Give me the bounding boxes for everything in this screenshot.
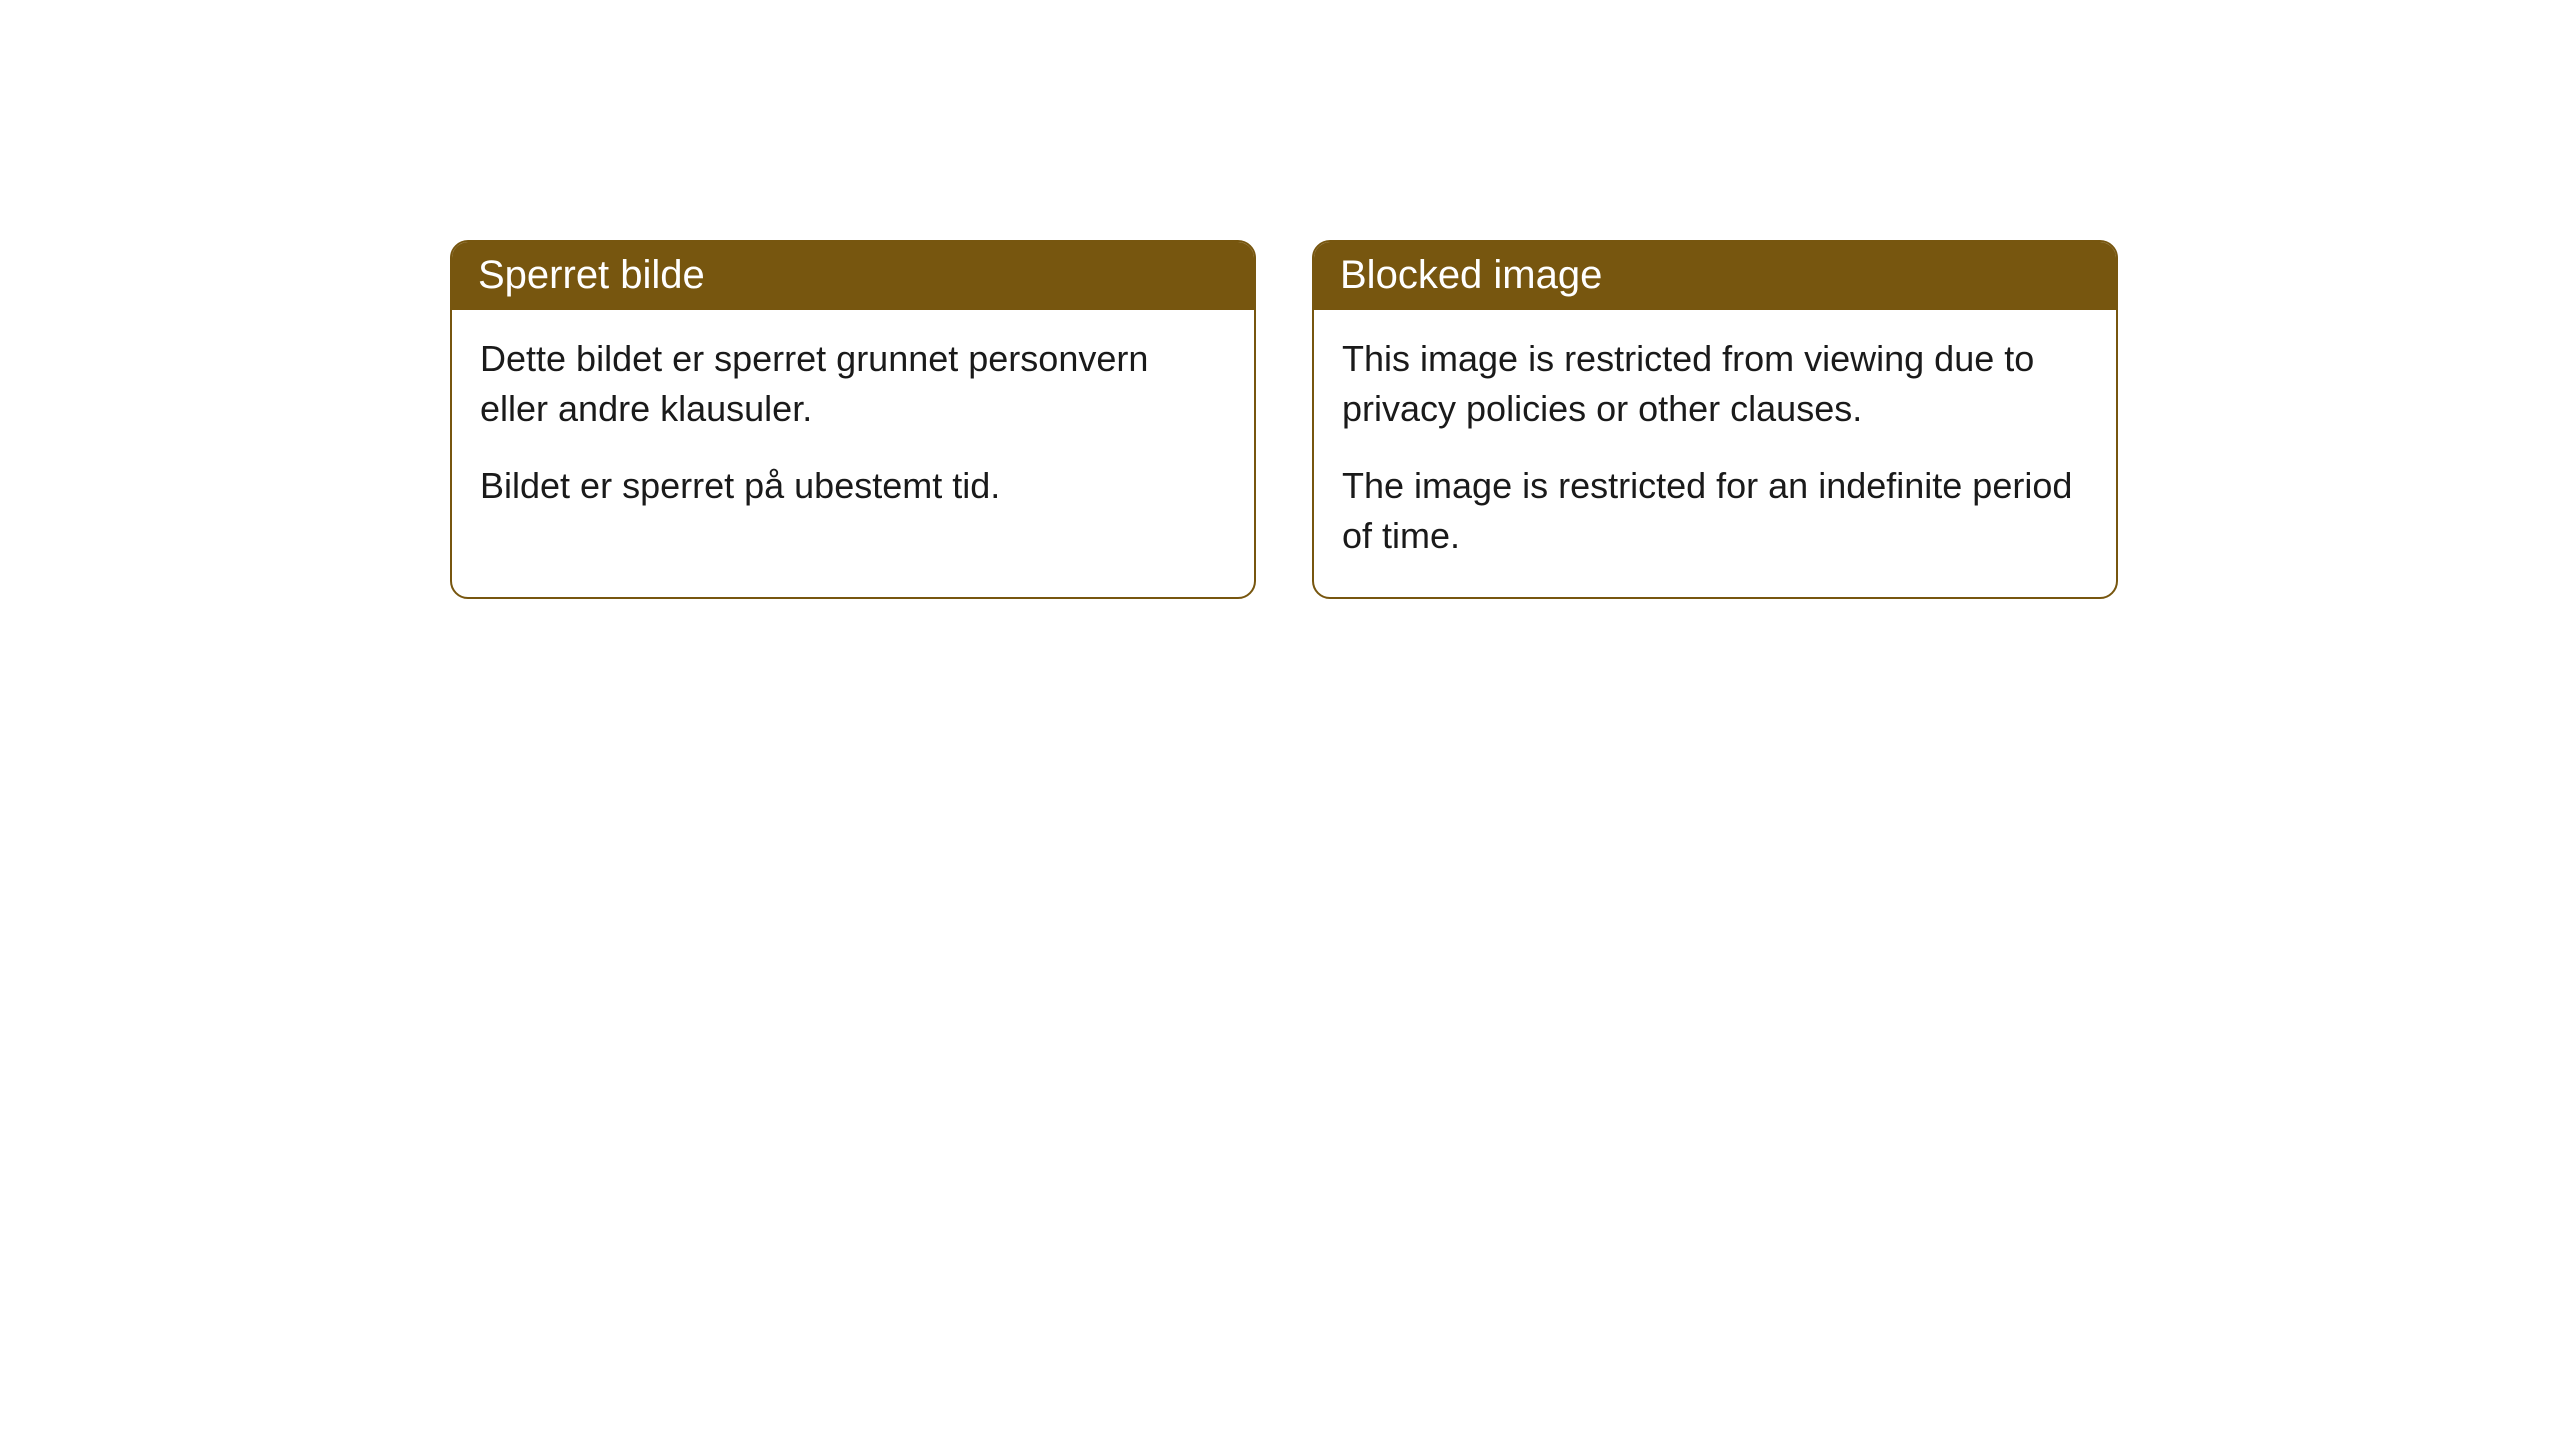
- card-header-english: Blocked image: [1314, 242, 2116, 310]
- card-header-norwegian: Sperret bilde: [452, 242, 1254, 310]
- card-paragraph: This image is restricted from viewing du…: [1342, 334, 2088, 433]
- card-body-norwegian: Dette bildet er sperret grunnet personve…: [452, 310, 1254, 547]
- cards-container: Sperret bilde Dette bildet er sperret gr…: [450, 240, 2118, 599]
- card-body-english: This image is restricted from viewing du…: [1314, 310, 2116, 597]
- card-paragraph: Dette bildet er sperret grunnet personve…: [480, 334, 1226, 433]
- card-english: Blocked image This image is restricted f…: [1312, 240, 2118, 599]
- card-norwegian: Sperret bilde Dette bildet er sperret gr…: [450, 240, 1256, 599]
- card-paragraph: Bildet er sperret på ubestemt tid.: [480, 461, 1226, 511]
- card-paragraph: The image is restricted for an indefinit…: [1342, 461, 2088, 560]
